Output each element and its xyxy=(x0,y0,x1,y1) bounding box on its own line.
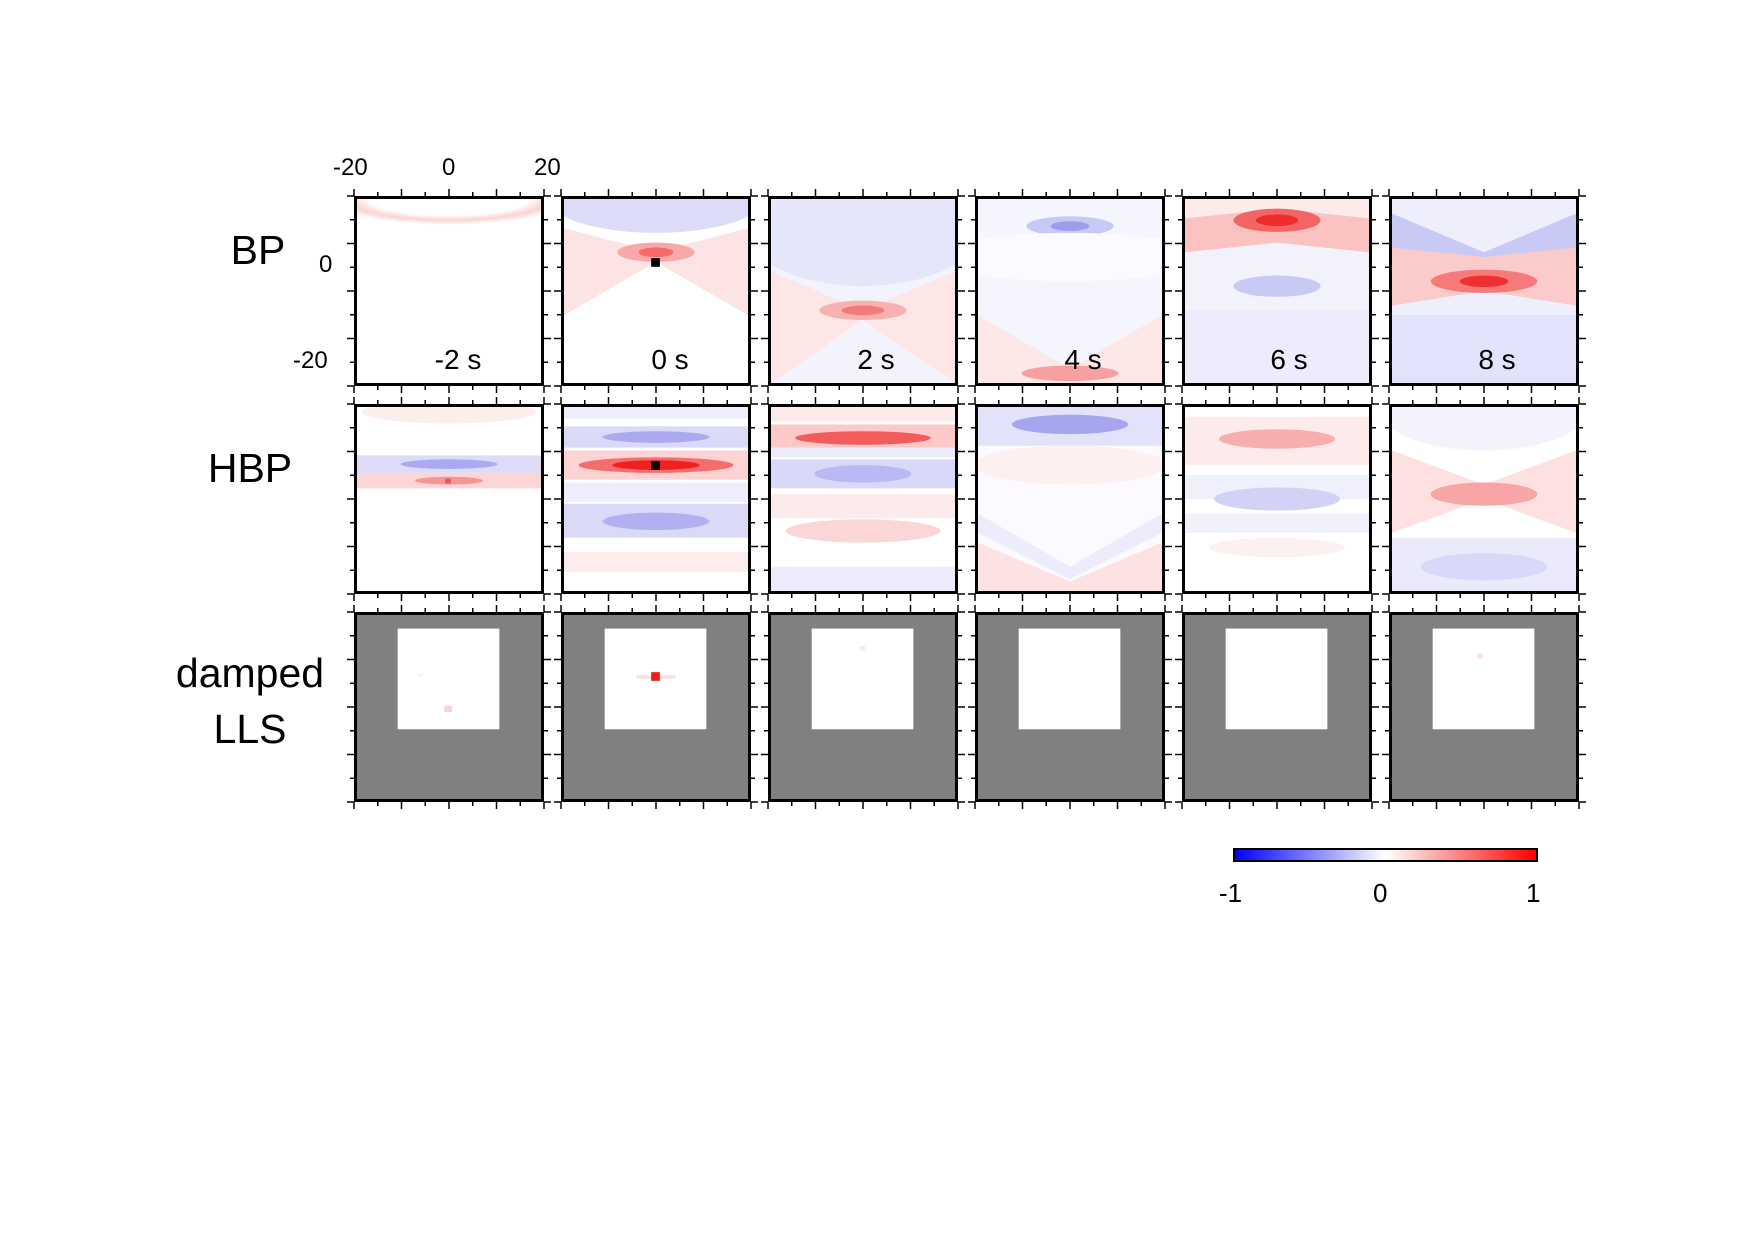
colorbar-label-max: 1 xyxy=(1526,878,1541,908)
bp-panel-t8 xyxy=(1389,196,1579,386)
time-label-3: 4 s xyxy=(1064,344,1102,375)
bp-panel-t0 xyxy=(561,196,751,386)
y-tick-label-min: -20 xyxy=(293,347,328,374)
hbp-panel-t2 xyxy=(768,404,958,594)
row-label-hbp: HBP xyxy=(207,445,293,491)
x-tick-label-zero: 0 xyxy=(442,154,456,181)
time-label-4: 6 s xyxy=(1270,344,1308,375)
row-label-lls-line1: damped xyxy=(175,650,325,696)
lls-panel-t0 xyxy=(561,612,751,802)
lls-panel-t-minus2 xyxy=(354,612,544,802)
time-label-0: -2 s xyxy=(434,344,482,375)
y-tick-label-zero: 0 xyxy=(319,251,333,278)
lls-panel-t4 xyxy=(975,612,1165,802)
bp-panel-t6 xyxy=(1182,196,1372,386)
hbp-panel-t6 xyxy=(1182,404,1372,594)
colorbar xyxy=(1233,848,1538,862)
time-label-2: 2 s xyxy=(857,344,895,375)
time-label-5: 8 s xyxy=(1478,344,1516,375)
lls-panel-t8 xyxy=(1389,612,1579,802)
x-tick-label-min: -20 xyxy=(333,154,368,181)
row-label-bp: BP xyxy=(230,227,286,273)
bp-panel-t2 xyxy=(768,196,958,386)
colorbar-label-mid: 0 xyxy=(1373,878,1388,908)
time-label-1: 0 s xyxy=(651,344,689,375)
row-label-lls-line2: LLS xyxy=(213,706,287,752)
colorbar-label-min: -1 xyxy=(1219,878,1243,908)
hbp-panel-t8 xyxy=(1389,404,1579,594)
lls-panel-t6 xyxy=(1182,612,1372,802)
lls-panel-t2 xyxy=(768,612,958,802)
hbp-panel-t4 xyxy=(975,404,1165,594)
hbp-panel-t-minus2 xyxy=(354,404,544,594)
bp-panel-t4 xyxy=(975,196,1165,386)
bp-panel-t-minus2 xyxy=(354,196,544,386)
x-tick-label-max: 20 xyxy=(534,154,561,181)
hbp-panel-t0 xyxy=(561,404,751,594)
